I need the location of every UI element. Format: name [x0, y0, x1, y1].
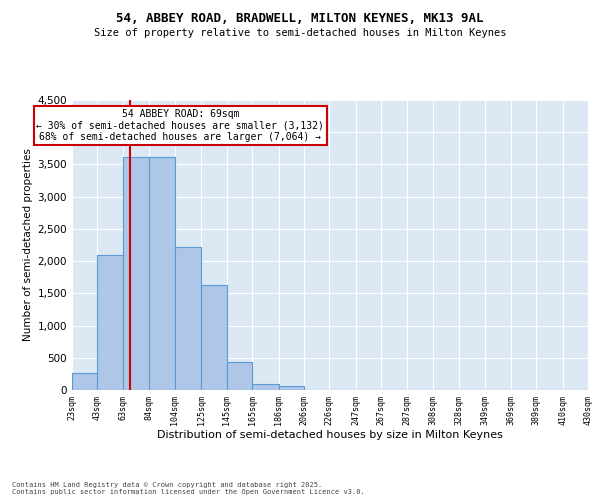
Bar — [252, 384, 278, 390]
Bar — [227, 362, 252, 390]
Bar — [97, 254, 123, 390]
Text: Contains HM Land Registry data © Crown copyright and database right 2025.
Contai: Contains HM Land Registry data © Crown c… — [12, 482, 365, 495]
Bar — [175, 247, 202, 390]
Text: 54 ABBEY ROAD: 69sqm
← 30% of semi-detached houses are smaller (3,132)
68% of se: 54 ABBEY ROAD: 69sqm ← 30% of semi-detac… — [37, 108, 324, 142]
Bar — [149, 156, 175, 390]
Text: 54, ABBEY ROAD, BRADWELL, MILTON KEYNES, MK13 9AL: 54, ABBEY ROAD, BRADWELL, MILTON KEYNES,… — [116, 12, 484, 26]
Y-axis label: Number of semi-detached properties: Number of semi-detached properties — [23, 148, 34, 342]
Bar — [123, 156, 149, 390]
Bar — [72, 372, 97, 390]
Bar — [202, 285, 227, 390]
Text: Size of property relative to semi-detached houses in Milton Keynes: Size of property relative to semi-detach… — [94, 28, 506, 38]
X-axis label: Distribution of semi-detached houses by size in Milton Keynes: Distribution of semi-detached houses by … — [157, 430, 503, 440]
Bar — [278, 386, 304, 390]
